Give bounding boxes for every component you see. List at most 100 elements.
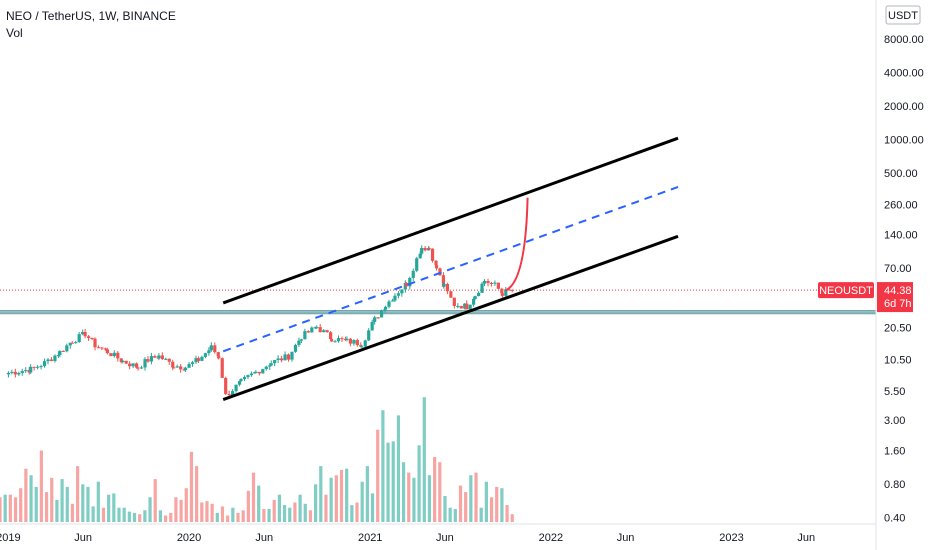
candle: [297, 337, 301, 348]
candle-body: [131, 363, 135, 367]
volume-bar: [3, 494, 7, 522]
volume-bar: [334, 475, 338, 522]
candle: [489, 281, 494, 287]
volume-bar: [39, 450, 43, 522]
candle: [112, 350, 116, 358]
candle: [179, 364, 183, 373]
candle: [143, 357, 147, 371]
volume-bar: [303, 503, 307, 522]
volume-bar: [44, 492, 49, 522]
volume-bar: [200, 502, 204, 522]
candle: [100, 346, 104, 351]
candle-body: [172, 367, 176, 369]
volume-bar: [231, 507, 235, 522]
candle: [13, 368, 17, 378]
candle: [77, 331, 81, 343]
candle-body: [194, 358, 198, 363]
volume-bar: [179, 499, 183, 522]
volume-bar: [189, 451, 194, 522]
volume-bar: [226, 515, 230, 522]
candle: [280, 355, 284, 363]
candle-body: [128, 363, 132, 367]
candle: [329, 337, 334, 342]
volume-bar: [236, 512, 240, 522]
candle-body: [489, 283, 494, 285]
candle-body: [209, 345, 213, 351]
time-axis[interactable]: 2019 Jun 2020 Jun 2021 Jun 2022 Jun 2023 Jun: [0, 532, 815, 544]
candle: [423, 246, 427, 252]
candle: [340, 336, 344, 343]
candle-body: [315, 327, 319, 329]
projection: [504, 197, 529, 292]
volume-bar: [267, 509, 271, 522]
candle: [217, 355, 221, 360]
candle-body: [96, 347, 101, 349]
candle: [445, 282, 450, 295]
candle-body: [109, 353, 113, 357]
candle-body: [49, 359, 54, 362]
candle: [160, 352, 164, 360]
candle-body: [70, 342, 74, 344]
candle-body: [13, 371, 17, 375]
candle: [183, 366, 188, 373]
candle-body: [46, 359, 50, 362]
price-tick-label: 1.60: [884, 446, 905, 458]
candle: [190, 360, 195, 367]
volume-bar: [370, 493, 375, 522]
candle-body: [445, 283, 450, 292]
time-tick-label: Jun: [74, 532, 92, 544]
price-tick-label: 0.80: [884, 479, 905, 491]
volume-bar: [205, 501, 209, 522]
candle-body: [423, 247, 427, 251]
symbol-title[interactable]: NEO / TetherUS, 1W, BINANCE: [6, 9, 176, 23]
candle-body: [167, 358, 171, 362]
candle-body: [103, 348, 108, 350]
volume-bar: [510, 514, 514, 522]
candle-body: [318, 327, 322, 333]
candle: [53, 354, 57, 363]
candle: [20, 368, 24, 376]
candle: [299, 338, 304, 343]
time-tick-label: 2019: [0, 532, 21, 544]
volume-bar: [396, 415, 401, 522]
volume-bar: [282, 505, 287, 522]
candle: [303, 328, 307, 340]
candle: [496, 282, 500, 290]
volume-indicator-label[interactable]: Vol: [6, 26, 23, 40]
candle-body: [507, 289, 511, 291]
volume-bar: [220, 506, 225, 522]
candle: [286, 353, 291, 362]
volume-bar: [469, 475, 473, 522]
last-price-badge: [877, 282, 913, 313]
volume-bar: [153, 479, 157, 522]
volume-bar: [422, 397, 426, 522]
candle-body: [179, 366, 183, 370]
candle: [420, 245, 424, 256]
candle: [86, 334, 91, 341]
candle-body: [149, 356, 154, 362]
candle-body: [438, 268, 442, 276]
candle-body: [360, 346, 364, 348]
candle-body: [465, 303, 469, 310]
symbol-badge: [818, 282, 874, 299]
candle: [355, 338, 359, 347]
candle-body: [160, 355, 164, 360]
candle-body: [329, 332, 333, 340]
volume-bar: [246, 490, 250, 522]
candle: [393, 293, 397, 303]
candle-body: [359, 345, 363, 347]
candle-body: [249, 373, 254, 376]
candle: [234, 384, 238, 393]
candle: [510, 289, 514, 293]
price-axis[interactable]: 8000.00 4000.00 2000.00 1000.00 500.00 260.00…: [884, 34, 924, 524]
drawings[interactable]: [222, 136, 679, 401]
time-tick-label: 2023: [719, 532, 743, 544]
candle-body: [124, 360, 128, 364]
candle: [146, 356, 150, 363]
channel-lower: [222, 234, 679, 401]
candle-body: [68, 342, 72, 346]
candle-body: [119, 358, 123, 363]
candle: [376, 317, 380, 319]
candle: [463, 303, 467, 310]
